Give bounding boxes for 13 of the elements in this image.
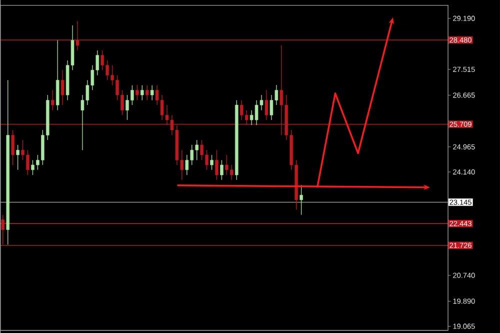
candlestick (150, 84, 154, 100)
candlestick (60, 70, 64, 106)
candlestick (146, 84, 149, 100)
candlestick (210, 154, 214, 170)
candlestick (16, 144, 20, 170)
candlestick (136, 84, 139, 100)
candlestick (51, 90, 54, 110)
candlestick (264, 90, 268, 120)
candlestick (11, 130, 14, 166)
candlestick (220, 160, 224, 180)
candlestick (215, 150, 218, 180)
candlestick (140, 84, 144, 100)
candlestick (300, 184, 303, 216)
